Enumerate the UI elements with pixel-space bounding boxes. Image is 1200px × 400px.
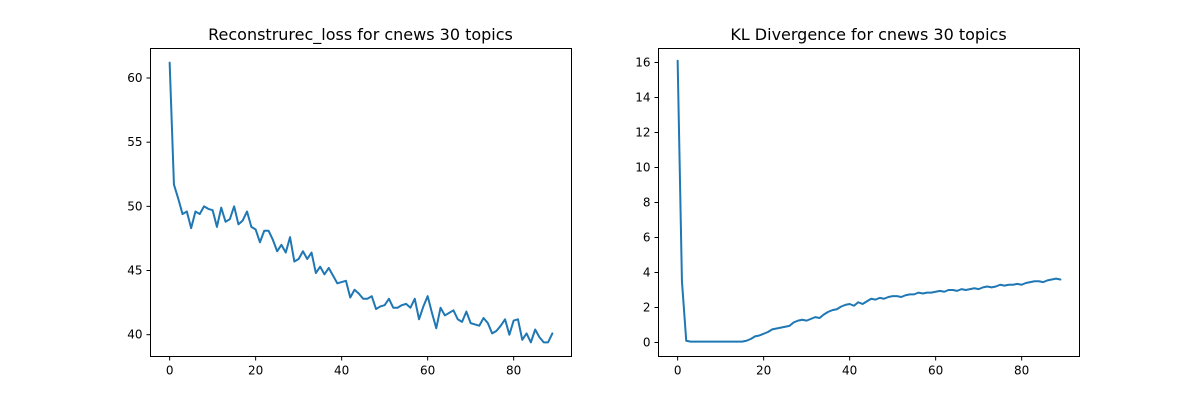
left-y-tick-label: 60 — [127, 71, 142, 85]
left-series-line — [168, 61, 554, 344]
right-x-tick-label: 60 — [928, 364, 943, 378]
right-x-tick-label: 0 — [674, 364, 682, 378]
left-y-tick-label: 40 — [127, 328, 142, 342]
right-y-tick-label: 10 — [635, 161, 650, 175]
left-axes-frame — [150, 48, 572, 357]
right-chart: KL Divergence for cnews 30 topics 0 20 40 6… — [635, 25, 1080, 378]
left-y-tick-label: 55 — [127, 135, 142, 149]
right-x-tick-label: 40 — [842, 364, 857, 378]
left-x-tick-label: 40 — [334, 364, 349, 378]
right-y-tick-label: 14 — [635, 91, 650, 105]
left-y-tick-label: 50 — [127, 199, 142, 213]
right-plot-area: 0 20 40 60 80 0 2 4 6 8 10 12 14 16 — [635, 56, 1062, 378]
right-y-tick-label: 8 — [643, 196, 651, 210]
left-chart: Reconstrurec_loss for cnews 30 topics 0 2… — [127, 25, 572, 378]
right-y-tick-label: 2 — [643, 301, 651, 315]
right-y-tick-label: 12 — [635, 126, 650, 140]
left-x-tick-label: 80 — [506, 364, 521, 378]
left-chart-title: Reconstrurec_loss for cnews 30 topics — [208, 25, 513, 45]
right-y-tick-label: 4 — [643, 266, 651, 280]
right-y-tick-label: 0 — [643, 336, 651, 350]
left-x-tick-label: 60 — [420, 364, 435, 378]
right-y-tick-label: 16 — [635, 56, 650, 70]
right-x-tick-label: 80 — [1014, 364, 1029, 378]
right-x-tick-label: 20 — [756, 364, 771, 378]
right-series-line — [676, 59, 1062, 343]
right-chart-title: KL Divergence for cnews 30 topics — [730, 25, 1006, 44]
right-axes-frame — [658, 48, 1080, 357]
left-y-tick-label: 45 — [127, 264, 142, 278]
right-y-tick-label: 6 — [643, 231, 651, 245]
left-plot-area: 0 20 40 60 80 40 45 50 55 60 — [127, 61, 554, 378]
left-x-tick-label: 20 — [248, 364, 263, 378]
left-x-tick-label: 0 — [166, 364, 174, 378]
